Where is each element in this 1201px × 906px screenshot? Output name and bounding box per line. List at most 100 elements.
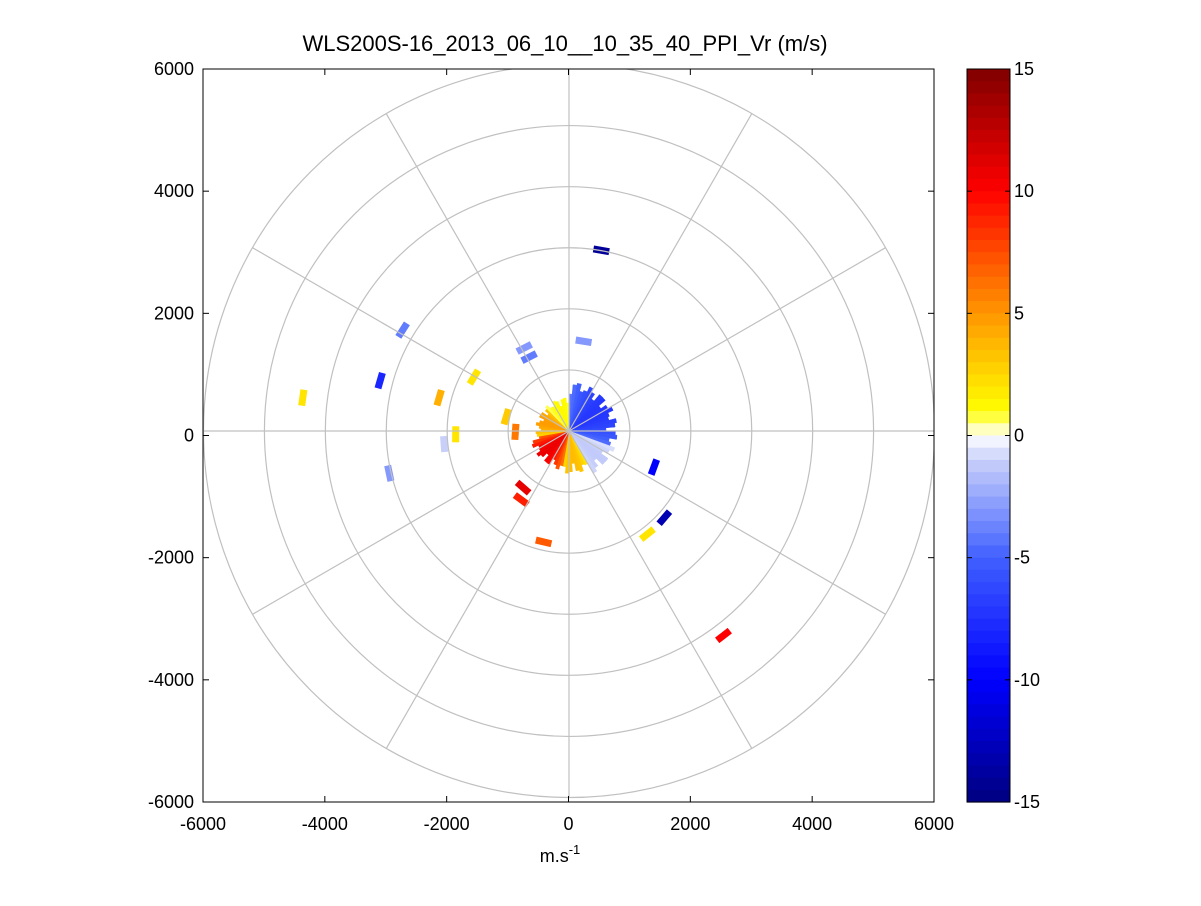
scatter-cell [638, 526, 656, 542]
colorbar-swatch [967, 582, 1010, 595]
polar-spoke [568, 430, 886, 615]
colorbar-swatch [967, 252, 1010, 266]
colorbar-swatch [967, 618, 1010, 632]
colorbar-swatch [967, 81, 1010, 95]
x-axis-label-superscript: -1 [569, 842, 581, 857]
colorbar-swatch [967, 435, 1010, 449]
scatter-cell [452, 426, 460, 443]
colorbar-swatch [967, 362, 1010, 376]
colorbar-swatch [967, 765, 1010, 779]
colorbar-tick-label: -5 [1014, 548, 1030, 568]
y-tick-label: 0 [184, 426, 194, 446]
colorbar-swatch [967, 240, 1010, 253]
scatter-cell [511, 423, 520, 441]
colorbar-swatch [967, 716, 1010, 730]
y-tick-label: 6000 [154, 59, 194, 79]
colorbar-swatch [967, 325, 1010, 339]
colorbar-swatch [967, 349, 1010, 363]
y-tick-label: 2000 [154, 303, 194, 323]
scatter-cell [395, 321, 410, 339]
x-axis-label: m.s-1 [540, 842, 581, 866]
colorbar-swatch [967, 191, 1010, 204]
colorbar-swatch [967, 533, 1010, 547]
scatter-cell [514, 479, 532, 496]
colorbar-swatch [967, 472, 1010, 485]
colorbar-swatch [967, 130, 1010, 143]
polar-spoke [385, 430, 570, 749]
colorbar-swatch [967, 594, 1010, 608]
colorbar-tick-label: -10 [1014, 670, 1040, 690]
scatter-cell [512, 492, 530, 508]
x-axis-label-text: m.s [540, 846, 569, 866]
y-tick-label: -2000 [148, 548, 194, 568]
colorbar-swatch [967, 178, 1010, 192]
polar-spoke [252, 430, 570, 615]
colorbar-swatch [967, 411, 1010, 424]
colorbar-swatch [967, 557, 1010, 571]
colorbar-swatch [967, 142, 1010, 156]
colorbar-swatch [967, 264, 1010, 278]
colorbar-swatch [967, 667, 1010, 681]
x-tick-label: -6000 [180, 814, 226, 834]
x-tick-label: -4000 [302, 814, 348, 834]
chart-title: WLS200S-16_2013_06_10__10_35_40_PPI_Vr (… [302, 31, 827, 56]
colorbar-tick-label: 15 [1014, 59, 1034, 79]
colorbar-swatch [967, 154, 1010, 168]
colorbar-swatch [967, 545, 1010, 559]
colorbar-swatch [967, 276, 1010, 290]
scatter-cell [515, 341, 533, 355]
scatter-cell [647, 458, 660, 476]
colorbar-swatch [967, 740, 1010, 754]
scatter-cell [575, 336, 593, 347]
colorbar-swatch [967, 288, 1010, 302]
colorbar-swatch [967, 728, 1010, 742]
colorbar-swatch [967, 753, 1010, 766]
colorbar-swatch [967, 93, 1010, 107]
colorbar-swatch [967, 606, 1010, 620]
colorbar-swatch [967, 117, 1010, 131]
scatter-cell [440, 435, 449, 453]
scatter-cell [374, 371, 386, 390]
x-tick-label: -2000 [424, 814, 470, 834]
colorbar-swatch [967, 496, 1010, 510]
polar-spoke [568, 430, 753, 749]
colorbar-swatch [967, 679, 1010, 693]
x-tick-label: 4000 [792, 814, 832, 834]
scatter-cell [535, 536, 553, 548]
colorbar-swatch [967, 313, 1010, 327]
colorbar-tick-label: -15 [1014, 792, 1040, 812]
colorbar-swatch [967, 569, 1010, 583]
colorbar-swatch [967, 69, 1010, 82]
colorbar-swatch [967, 643, 1010, 656]
colorbar-swatch [967, 386, 1010, 400]
colorbar-swatch [967, 484, 1010, 498]
scatter-cell [298, 389, 308, 407]
colorbar-swatch [967, 508, 1010, 522]
axis-ticks: -6000 -4000 -2000 0 2000 4000 6000 -6000 -4000 -2… [148, 59, 954, 834]
colorbar-swatch [967, 777, 1010, 791]
colorbar-swatch [967, 301, 1010, 314]
polar-spoke [568, 247, 886, 432]
colorbar-swatch [967, 704, 1010, 718]
colorbar-swatch [967, 521, 1010, 534]
colorbar-swatch [967, 789, 1010, 803]
colorbar-tick-label: 0 [1014, 426, 1024, 446]
scatter-cell [500, 408, 512, 426]
colorbar-swatch [967, 447, 1010, 461]
scatter-cell [433, 389, 445, 407]
colorbar-tick-label: 5 [1014, 303, 1024, 323]
polar-spoke [252, 247, 570, 432]
colorbar-swatch [967, 337, 1010, 351]
colorbar-swatch [967, 630, 1010, 644]
scatter-cell [656, 509, 673, 527]
colorbar-swatch [967, 374, 1010, 388]
scatter-cell [466, 368, 482, 386]
polar-spoke [568, 113, 753, 432]
colorbar: 15 10 5 0 -5 -10 -15 [966, 59, 1040, 812]
colorbar-swatch [967, 459, 1010, 473]
colorbar-swatch [967, 215, 1010, 229]
colorbar-swatch [967, 692, 1010, 705]
y-tick-label: -4000 [148, 670, 194, 690]
